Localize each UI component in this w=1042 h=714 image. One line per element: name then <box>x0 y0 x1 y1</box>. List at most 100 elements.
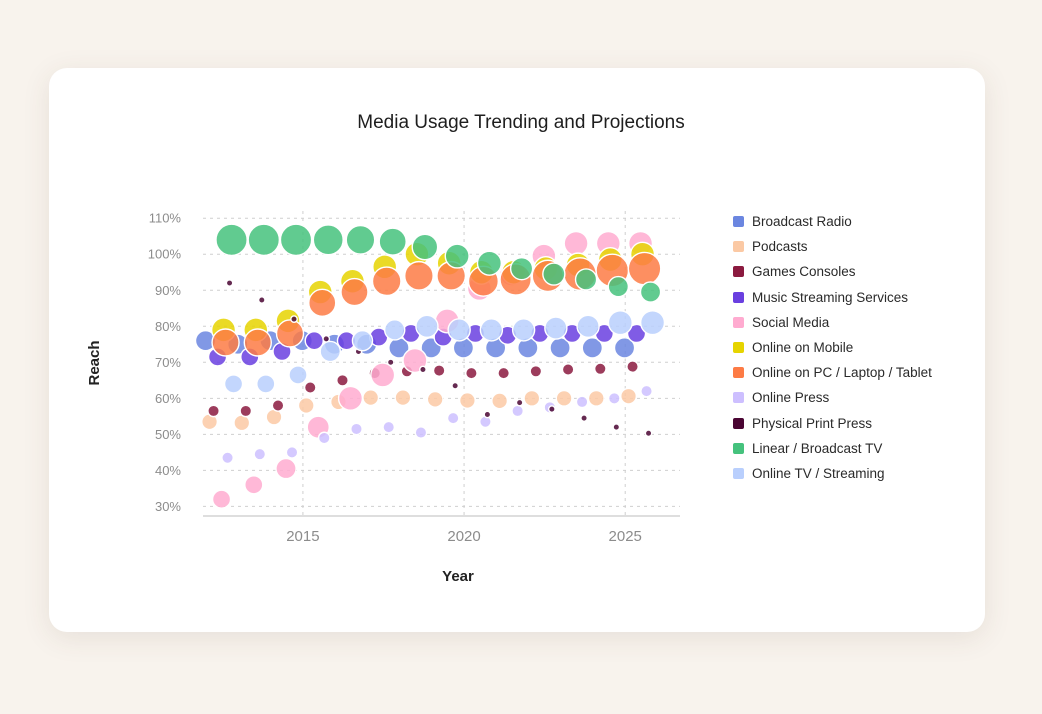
bubble[interactable] <box>404 260 434 291</box>
bubble[interactable] <box>350 422 363 436</box>
bubble[interactable] <box>612 423 621 432</box>
bubble[interactable] <box>386 358 395 367</box>
bubble[interactable] <box>639 281 662 303</box>
bubble[interactable] <box>426 390 444 408</box>
bubble[interactable] <box>458 391 476 409</box>
bubble[interactable] <box>394 389 412 407</box>
bubble[interactable] <box>626 323 647 344</box>
bubble[interactable] <box>312 224 344 256</box>
bubble[interactable] <box>581 337 604 359</box>
bubble[interactable] <box>340 277 369 307</box>
bubble[interactable] <box>297 397 315 415</box>
bubble[interactable] <box>303 381 317 394</box>
bubble[interactable] <box>221 451 234 465</box>
bubble[interactable] <box>587 389 605 407</box>
legend-item[interactable]: Broadcast Radio <box>733 209 932 234</box>
bubble[interactable] <box>483 410 492 419</box>
bubble[interactable] <box>509 256 534 281</box>
bubble[interactable] <box>317 431 331 445</box>
bubble[interactable] <box>319 340 342 363</box>
bubble[interactable] <box>444 243 470 269</box>
bubble[interactable] <box>415 314 439 338</box>
bubble[interactable] <box>451 381 460 390</box>
bubble[interactable] <box>253 447 267 461</box>
bubble[interactable] <box>288 365 308 385</box>
bubble[interactable] <box>547 405 556 414</box>
bubble[interactable] <box>432 364 446 377</box>
bubble[interactable] <box>411 233 439 261</box>
bubble[interactable] <box>555 389 573 407</box>
bubble[interactable] <box>574 268 598 291</box>
bubble[interactable] <box>247 223 281 257</box>
bubble[interactable] <box>607 391 621 405</box>
bubble[interactable] <box>414 426 428 439</box>
bubble[interactable] <box>271 399 285 412</box>
bubble[interactable] <box>544 316 568 340</box>
bubble[interactable] <box>215 223 248 257</box>
bubble[interactable] <box>620 387 638 405</box>
bubble[interactable] <box>345 224 376 255</box>
legend-item[interactable]: Podcasts <box>733 234 932 259</box>
bubble[interactable] <box>211 489 232 509</box>
bubble[interactable] <box>580 414 588 423</box>
bubble[interactable] <box>607 310 633 336</box>
legend-item[interactable]: Music Streaming Services <box>733 285 932 310</box>
bubble[interactable] <box>370 362 396 388</box>
bubble[interactable] <box>244 475 264 495</box>
bubble[interactable] <box>285 445 299 459</box>
legend-item[interactable]: Online Press <box>733 385 932 410</box>
bubble[interactable] <box>419 365 427 374</box>
bubble[interactable] <box>523 389 541 407</box>
bubble[interactable] <box>515 398 524 407</box>
bubble[interactable] <box>378 227 407 256</box>
bubble[interactable] <box>279 223 313 257</box>
bubble[interactable] <box>243 328 272 357</box>
bubble[interactable] <box>308 288 337 318</box>
legend-item[interactable]: Online on PC / Laptop / Tablet <box>733 360 932 385</box>
bubble[interactable] <box>446 411 460 425</box>
bubble[interactable] <box>207 404 220 418</box>
bubble[interactable] <box>290 315 298 323</box>
bubble[interactable] <box>529 364 543 378</box>
bubble[interactable] <box>563 230 589 257</box>
bubble[interactable] <box>225 279 234 287</box>
legend-item[interactable]: Linear / Broadcast TV <box>733 436 932 461</box>
legend-item[interactable]: Physical Print Press <box>733 411 932 436</box>
bubble[interactable] <box>542 262 566 286</box>
bubble[interactable] <box>640 384 653 398</box>
bubble[interactable] <box>639 310 666 336</box>
bubble[interactable] <box>511 404 525 418</box>
legend-item[interactable]: Online TV / Streaming <box>733 461 932 486</box>
bubble[interactable] <box>351 329 374 352</box>
bubble[interactable] <box>491 392 509 410</box>
bubble[interactable] <box>607 275 630 298</box>
bubble[interactable] <box>613 337 636 359</box>
bubble[interactable] <box>233 414 251 432</box>
bubble[interactable] <box>256 374 276 394</box>
bubble[interactable] <box>479 318 504 342</box>
bubble[interactable] <box>561 363 575 376</box>
bubble[interactable] <box>382 420 396 434</box>
bubble[interactable] <box>383 319 406 341</box>
bubble[interactable] <box>593 362 607 376</box>
bubble[interactable] <box>644 429 653 438</box>
bubble[interactable] <box>337 385 364 411</box>
bubble[interactable] <box>627 251 662 286</box>
bubble[interactable] <box>511 318 536 342</box>
bubble[interactable] <box>476 250 503 276</box>
bubble[interactable] <box>239 404 253 418</box>
bubble[interactable] <box>275 457 297 480</box>
bubble[interactable] <box>275 319 305 348</box>
bubble[interactable] <box>626 360 639 374</box>
bubble[interactable] <box>447 318 471 342</box>
bubble[interactable] <box>576 314 600 338</box>
legend-item[interactable]: Games Consoles <box>733 259 932 284</box>
bubble[interactable] <box>575 395 589 409</box>
bubble[interactable] <box>211 328 240 357</box>
legend-item[interactable]: Online on Mobile <box>733 335 932 360</box>
legend-item[interactable]: Social Media <box>733 310 932 335</box>
bubble[interactable] <box>223 374 244 394</box>
bubble[interactable] <box>257 296 266 304</box>
bubble[interactable] <box>371 266 402 297</box>
bubble[interactable] <box>336 373 349 387</box>
